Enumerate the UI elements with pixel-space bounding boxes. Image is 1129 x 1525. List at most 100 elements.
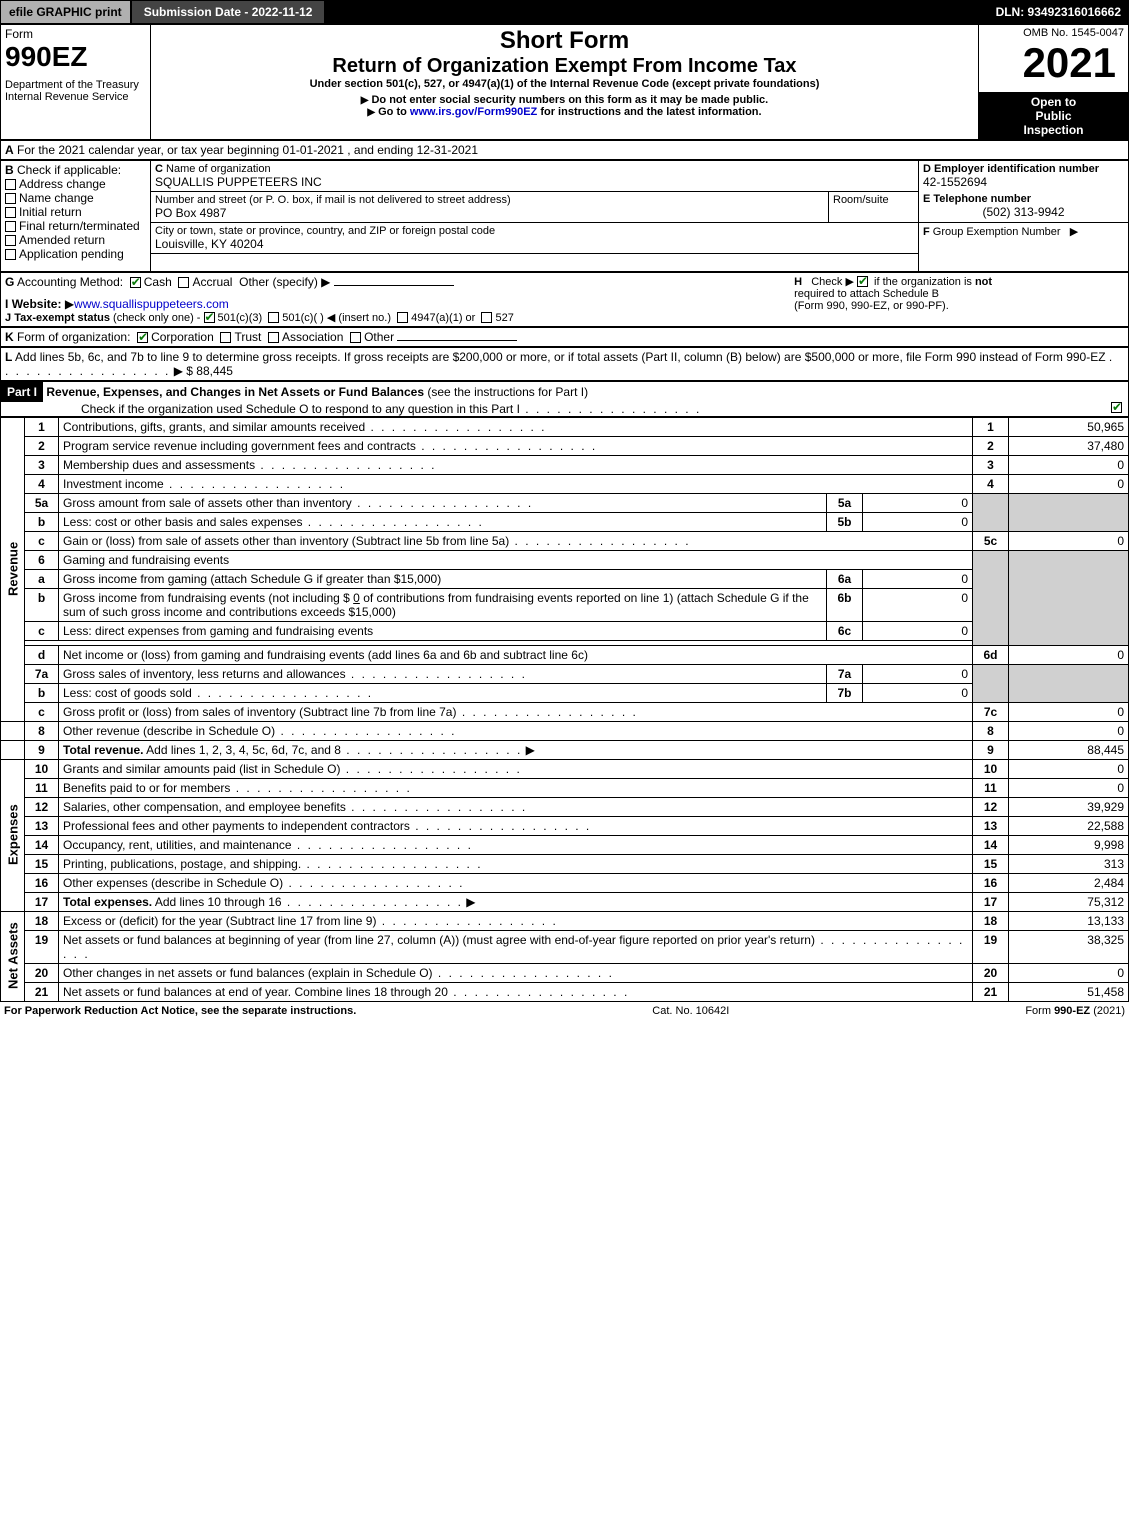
form-number: 990EZ (5, 41, 146, 73)
line-5c: cGain or (loss) from sale of assets othe… (1, 531, 1129, 550)
section-c-name-label: C Name of organization (155, 163, 914, 175)
line-21: 21Net assets or fund balances at end of … (1, 982, 1129, 1001)
checkbox-cash[interactable] (130, 277, 141, 288)
line-6d: dNet income or (loss) from gaming and fu… (1, 645, 1129, 664)
page-footer: For Paperwork Reduction Act Notice, see … (0, 1002, 1129, 1020)
subtitle: Under section 501(c), 527, or 4947(a)(1)… (155, 78, 974, 90)
line-3: 3Membership dues and assessments30 (1, 455, 1129, 474)
dln-label: DLN: 93492316016662 (988, 0, 1129, 24)
section-d: D Employer identification number (923, 163, 1124, 175)
part-i-label: Part I (1, 382, 43, 402)
city-label: City or town, state or province, country… (155, 225, 914, 237)
section-f: F Group Exemption Number ▶ (923, 225, 1124, 238)
city-value: Louisville, KY 40204 (155, 237, 914, 251)
omb-number: OMB No. 1545-0047 (983, 27, 1124, 39)
line-7b: bLess: cost of goods sold7b0 (1, 683, 1129, 702)
main-title: Return of Organization Exempt From Incom… (155, 55, 974, 78)
line-13: 13Professional fees and other payments t… (1, 816, 1129, 835)
phone-value: (502) 313-9942 (923, 205, 1124, 219)
street-value: PO Box 4987 (155, 206, 824, 220)
line-16: 16Other expenses (describe in Schedule O… (1, 873, 1129, 892)
section-g: G Accounting Method: Cash Accrual Other … (5, 275, 786, 289)
line-7a: 7aGross sales of inventory, less returns… (1, 664, 1129, 683)
top-bar: efile GRAPHIC print Submission Date - 20… (0, 0, 1129, 24)
part-i-sub: (see the instructions for Part I) (427, 385, 588, 399)
submission-date: Submission Date - 2022-11-12 (131, 0, 326, 24)
line-7c: cGross profit or (loss) from sales of in… (1, 702, 1129, 721)
public: Public (983, 109, 1124, 123)
line-6a: aGross income from gaming (attach Schedu… (1, 569, 1129, 588)
section-b: B Check if applicable: (5, 163, 146, 177)
checkbox-schedule-b[interactable] (857, 276, 868, 287)
line-12: 12Salaries, other compensation, and empl… (1, 797, 1129, 816)
checkbox-501c[interactable] (268, 312, 279, 323)
section-a: A For the 2021 calendar year, or tax yea… (1, 140, 1129, 159)
room-label: Room/suite (833, 194, 914, 206)
line-19: 19Net assets or fund balances at beginni… (1, 930, 1129, 963)
line-2: 2Program service revenue including gover… (1, 436, 1129, 455)
ssn-note: Do not enter social security numbers on … (155, 94, 974, 106)
part-i-check-note: Check if the organization used Schedule … (1, 402, 1128, 416)
form-header-table: Form 990EZ Department of the Treasury In… (0, 24, 1129, 140)
inspection: Inspection (983, 123, 1124, 137)
line-4: 4Investment income40 (1, 474, 1129, 493)
goto-note: Go to www.irs.gov/Form990EZ for instruct… (155, 106, 974, 118)
line-8: 8Other revenue (describe in Schedule O)8… (1, 721, 1129, 740)
checkbox-schedule-o[interactable] (1111, 402, 1122, 413)
checkbox-accrual[interactable] (178, 277, 189, 288)
checkbox-association[interactable] (268, 332, 279, 343)
expenses-label: Expenses (1, 759, 25, 911)
section-i: I Website: ▶www.squallispuppeteers.com (5, 297, 786, 311)
footer-mid: Cat. No. 10642I (652, 1005, 729, 1017)
line-20: 20Other changes in net assets or fund ba… (1, 963, 1129, 982)
line-15: 15Printing, publications, postage, and s… (1, 854, 1129, 873)
footer-right: Form 990-EZ (2021) (1025, 1005, 1125, 1017)
checkbox-amended-return[interactable]: Amended return (5, 233, 146, 247)
line-10: Expenses 10Grants and similar amounts pa… (1, 759, 1129, 778)
checkbox-name-change[interactable]: Name change (5, 191, 146, 205)
line-1: Revenue 1 Contributions, gifts, grants, … (1, 417, 1129, 436)
line-5b: bLess: cost or other basis and sales exp… (1, 512, 1129, 531)
short-form-title: Short Form (155, 27, 974, 55)
checkbox-address-change[interactable]: Address change (5, 177, 146, 191)
footer-left: For Paperwork Reduction Act Notice, see … (4, 1005, 356, 1017)
irs-link[interactable]: www.irs.gov/Form990EZ (410, 106, 537, 118)
part-i-table: Revenue 1 Contributions, gifts, grants, … (0, 417, 1129, 1002)
revenue-label: Revenue (1, 417, 25, 721)
line-11: 11Benefits paid to or for members110 (1, 778, 1129, 797)
checkbox-527[interactable] (481, 312, 492, 323)
checkbox-final-return[interactable]: Final return/terminated (5, 219, 146, 233)
form-label: Form (5, 27, 146, 41)
tax-year: 2021 (983, 39, 1124, 87)
section-k: K Form of organization: Corporation Trus… (1, 327, 1129, 346)
checkbox-initial-return[interactable]: Initial return (5, 205, 146, 219)
line-6c: cLess: direct expenses from gaming and f… (1, 621, 1129, 640)
section-h: H Check ▶ if the organization is not req… (794, 275, 1124, 312)
section-j: J Tax-exempt status (check only one) - 5… (5, 311, 786, 324)
line-14: 14Occupancy, rent, utilities, and mainte… (1, 835, 1129, 854)
org-name: SQUALLIS PUPPETEERS INC (155, 175, 914, 189)
checkbox-corporation[interactable] (137, 332, 148, 343)
line-17: 17Total expenses. Add lines 10 through 1… (1, 892, 1129, 911)
line-9: 9Total revenue. Add lines 1, 2, 3, 4, 5c… (1, 740, 1129, 759)
line-18: Net Assets 18Excess or (deficit) for the… (1, 911, 1129, 930)
open-to: Open to (983, 95, 1124, 109)
efile-print-button[interactable]: efile GRAPHIC print (0, 0, 131, 24)
line-5a: 5aGross amount from sale of assets other… (1, 493, 1129, 512)
checkbox-4947[interactable] (397, 312, 408, 323)
checkbox-application-pending[interactable]: Application pending (5, 247, 146, 261)
street-label: Number and street (or P. O. box, if mail… (155, 194, 824, 206)
part-i-title: Revenue, Expenses, and Changes in Net As… (46, 385, 424, 399)
line-6b: bGross income from fundraising events (n… (1, 588, 1129, 621)
checkbox-501c3[interactable] (204, 312, 215, 323)
irs-label: Internal Revenue Service (5, 91, 146, 103)
checkbox-trust[interactable] (220, 332, 231, 343)
section-l: L Add lines 5b, 6c, and 7b to line 9 to … (1, 347, 1129, 380)
section-e: E Telephone number (923, 193, 1124, 205)
line-6: 6Gaming and fundraising events (1, 550, 1129, 569)
net-assets-label: Net Assets (1, 911, 25, 1001)
ein-value: 42-1552694 (923, 175, 1124, 189)
dept-treasury: Department of the Treasury (5, 79, 146, 91)
checkbox-other-org[interactable] (350, 332, 361, 343)
website-link[interactable]: www.squallispuppeteers.com (74, 297, 229, 311)
